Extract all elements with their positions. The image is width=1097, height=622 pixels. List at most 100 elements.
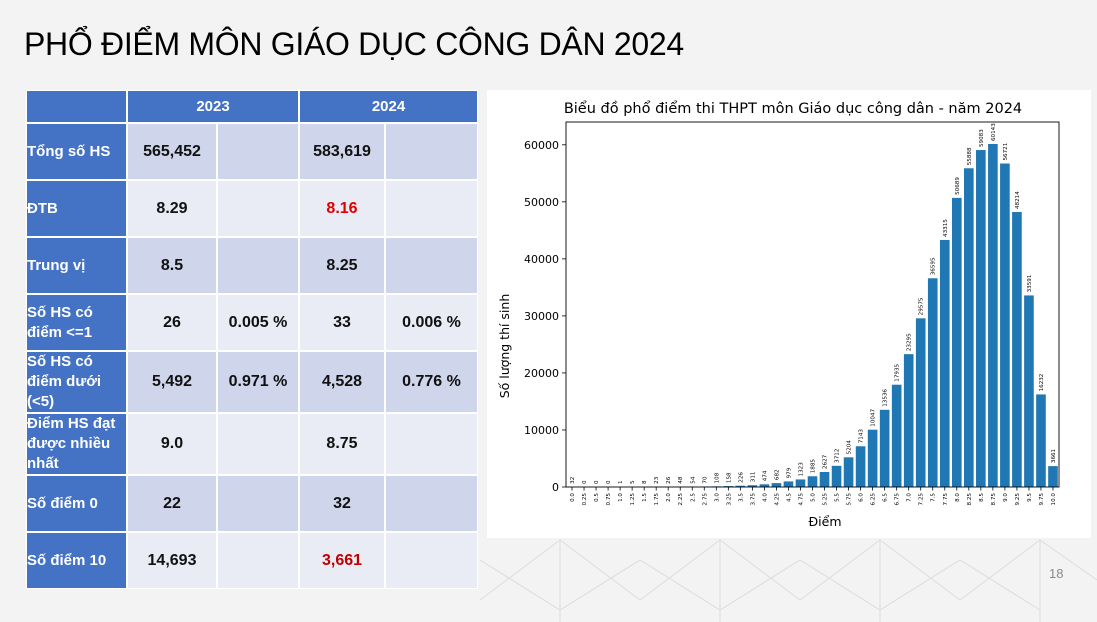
x-tick-label: 9.75	[1039, 493, 1045, 506]
percent-2023: 0.971 %	[217, 351, 299, 413]
data-label: 23	[654, 476, 660, 484]
chart-title: Biểu đồ phổ điểm thi THPT môn Giáo dục c…	[564, 100, 1022, 117]
data-label: 32	[570, 477, 576, 484]
data-label: 10047	[871, 408, 877, 426]
percent-2024	[385, 413, 478, 475]
row-label: Điểm HS đạt được nhiều nhất	[26, 413, 127, 475]
x-tick-label: 1.25	[630, 493, 636, 506]
bar	[976, 150, 986, 487]
x-tick-label: 0.25	[582, 493, 588, 506]
value-2024: 3,661	[299, 532, 385, 589]
percent-2024	[385, 180, 478, 237]
row-label: Số điểm 0	[26, 475, 127, 532]
bar	[771, 483, 782, 487]
bar	[819, 472, 830, 487]
x-tick-label: 7.5	[931, 493, 937, 502]
x-tick-label: 5.75	[847, 493, 853, 506]
data-label: 5204	[847, 440, 853, 455]
data-label: 23295	[907, 333, 913, 351]
value-2023: 565,452	[127, 123, 217, 180]
x-tick-label: 6.0	[859, 493, 865, 502]
data-label: 70	[702, 476, 708, 484]
histogram-chart-panel: Biểu đồ phổ điểm thi THPT môn Giáo dục c…	[487, 90, 1091, 538]
x-tick-label: 3.5	[738, 493, 744, 502]
value-2024: 32	[299, 475, 385, 532]
y-tick-label: 0	[552, 481, 559, 494]
percent-2024: 0.006 %	[385, 294, 478, 351]
y-axis-label: Số lượng thí sinh	[497, 294, 512, 399]
data-label: 0	[606, 480, 612, 484]
bar	[783, 481, 794, 487]
table-row: Số HS có điểm <=1 26 0.005 % 33 0.006 %	[26, 294, 478, 351]
plot-frame	[565, 121, 1060, 488]
bar	[807, 476, 818, 487]
x-tick-label: 2.5	[690, 493, 696, 502]
y-tick-label: 20000	[524, 367, 559, 380]
bar	[735, 485, 746, 487]
data-label: 1	[618, 480, 624, 484]
x-tick-label: 5.25	[823, 493, 829, 506]
bar	[951, 197, 962, 487]
x-tick-label: 8.75	[991, 493, 997, 506]
x-tick-label: 5.5	[835, 493, 841, 502]
data-label: 1885	[811, 459, 817, 474]
page-number: 18	[1049, 566, 1064, 581]
row-label: ĐTB	[26, 180, 127, 237]
bar	[939, 239, 950, 487]
x-tick-label: 4.5	[786, 493, 792, 502]
data-label: 16232	[1039, 374, 1045, 392]
y-tick-label: 10000	[524, 424, 559, 437]
percent-2023	[217, 475, 299, 532]
bar	[915, 318, 926, 487]
x-tick-label: 8.0	[955, 493, 961, 502]
x-tick-label: 6.75	[895, 493, 901, 506]
percent-2023	[217, 532, 299, 589]
x-tick-label: 9.0	[1003, 493, 1009, 502]
bar	[927, 278, 938, 487]
y-tick-label: 30000	[524, 310, 559, 323]
data-label: 108	[714, 472, 720, 483]
data-label: 59083	[979, 129, 985, 147]
data-label: 48	[678, 476, 684, 484]
bar	[891, 384, 902, 487]
data-label: 8	[642, 480, 648, 484]
row-label: Tổng số HS	[26, 123, 127, 180]
value-2023: 14,693	[127, 532, 217, 589]
value-2024: 8.75	[299, 413, 385, 475]
data-label: 474	[762, 470, 768, 481]
x-tick-label: 1.0	[618, 493, 624, 502]
x-tick-label: 7.0	[907, 493, 913, 502]
percent-2023	[217, 413, 299, 475]
data-label: 2627	[823, 454, 829, 469]
data-label: 54	[690, 476, 696, 484]
value-2024: 8.25	[299, 237, 385, 294]
bar	[723, 486, 734, 487]
data-label: 26	[666, 476, 672, 484]
value-2023: 9.0	[127, 413, 217, 475]
table-row: Trung vị 8.5 8.25	[26, 237, 478, 294]
bar	[879, 409, 890, 487]
data-label: 50689	[955, 177, 961, 195]
statistics-table: 2023 2024 Tổng số HS 565,452 583,619 ĐTB…	[26, 90, 478, 589]
percent-2024	[385, 123, 478, 180]
x-tick-label: 3.0	[714, 493, 720, 502]
value-2024: 583,619	[299, 123, 385, 180]
percent-2024	[385, 532, 478, 589]
data-label: 55888	[967, 147, 973, 165]
x-axis-label: Điểm	[808, 514, 841, 529]
value-2023: 5,492	[127, 351, 217, 413]
x-tick-label: 4.0	[762, 493, 768, 502]
data-label: 29575	[919, 297, 925, 315]
x-tick-label: 3.75	[750, 493, 756, 506]
histogram-chart: Biểu đồ phổ điểm thi THPT môn Giáo dục c…	[497, 100, 1060, 529]
data-label: 17935	[895, 363, 901, 381]
data-label: 13536	[883, 389, 889, 407]
x-tick-label: 4.25	[774, 493, 780, 506]
data-label: 311	[750, 471, 756, 482]
bar	[747, 485, 758, 487]
y-tick-label: 60000	[524, 139, 559, 152]
bar	[867, 429, 878, 487]
bar	[903, 354, 914, 487]
table-row: Số HS có điểm dưới (<5) 5,492 0.971 % 4,…	[26, 351, 478, 413]
